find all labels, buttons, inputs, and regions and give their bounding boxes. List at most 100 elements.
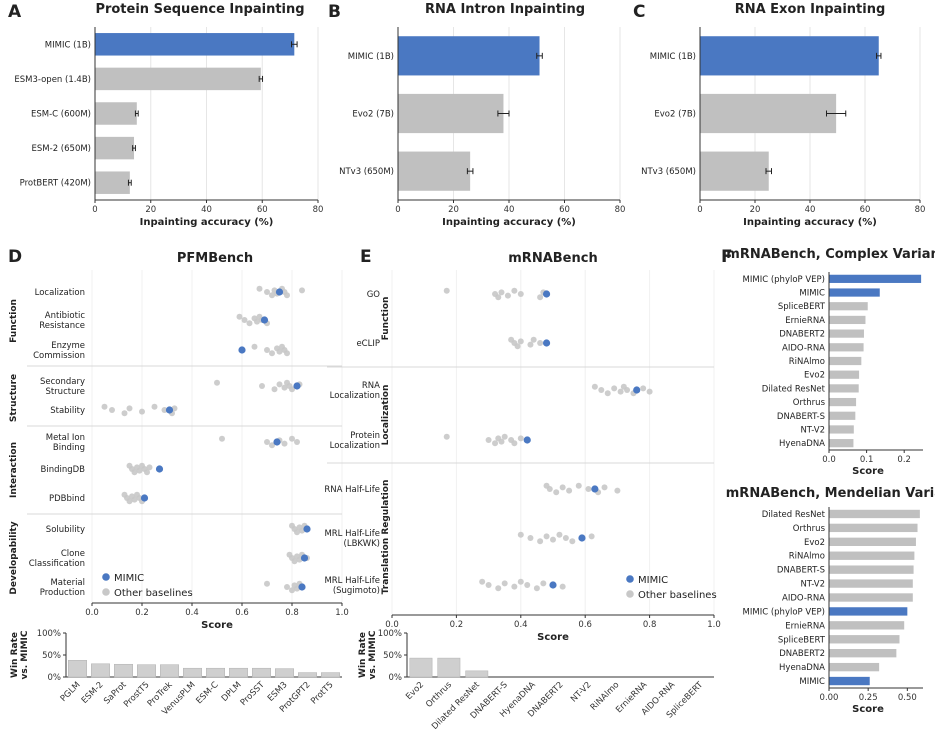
bar (95, 67, 261, 91)
x-tick-label: 0.2 (135, 608, 149, 618)
task-label: Metal Ion Binding (46, 433, 85, 453)
baseline-dot (289, 386, 295, 393)
bar (829, 329, 864, 338)
bar (829, 551, 915, 560)
category-label: AIDO-RNA (782, 343, 825, 353)
panel-title: mRNABench (508, 251, 597, 266)
group-label: Function (381, 297, 391, 341)
bar (829, 509, 920, 519)
mimic-dot (303, 525, 311, 533)
bar (829, 565, 914, 574)
category-label: Dilated ResNet (762, 510, 826, 520)
baseline-dot (443, 433, 450, 440)
x-tick-label: 0.1 (860, 455, 874, 465)
x-tick-label: 40 (805, 205, 816, 215)
category-label: Orthrus (793, 524, 826, 534)
legend-label: MIMIC (638, 575, 668, 586)
category-label: ErnieRNA (785, 621, 825, 631)
baseline-dot (131, 469, 138, 476)
x-tick-label: 0.00 (820, 693, 839, 703)
category-label: MIMIC (1B) (348, 52, 394, 62)
baseline-dot (294, 439, 300, 445)
baseline-dot (495, 294, 502, 301)
baseline-dot (219, 435, 225, 442)
x-tick-label: 20 (448, 205, 459, 215)
bar (229, 667, 248, 678)
bar (700, 36, 879, 76)
x-tick-label: 0.50 (898, 693, 917, 703)
y-tick-label: 0% (389, 673, 403, 683)
baseline-dot (591, 383, 598, 390)
x-axis-label: Score (537, 632, 569, 643)
y-tick-label: 100% (378, 629, 402, 639)
bar (398, 93, 504, 134)
category-label: MIMIC (799, 677, 825, 687)
baseline-dot (559, 583, 566, 590)
task-label: MRL Half-Life (Sugimoto) (324, 576, 380, 596)
bar (829, 397, 857, 407)
category-label: PGLM (59, 680, 83, 704)
baseline-dot (126, 498, 133, 505)
x-tick-label: 0 (395, 205, 400, 215)
bar (321, 672, 340, 678)
baseline-dot (284, 350, 290, 357)
baseline-dot (443, 287, 450, 294)
task-label: RNA Half-Life (324, 485, 380, 495)
baseline-dot (299, 287, 305, 294)
baseline-dot (289, 587, 295, 594)
baseline-dot (566, 487, 573, 494)
mimic-dot (300, 554, 309, 562)
x-axis-label: Score (201, 620, 233, 631)
mimic-dot (155, 465, 164, 473)
baseline-dot (562, 535, 569, 541)
baseline-dot (575, 482, 582, 489)
baseline-dot (537, 294, 544, 301)
baseline-dot (598, 387, 605, 393)
x-tick-label: 20 (145, 205, 156, 215)
task-label: eCLIP (356, 339, 380, 349)
bar (829, 384, 859, 393)
baseline-dot (284, 292, 290, 299)
mimic-dot (542, 290, 551, 298)
baseline-dot (527, 535, 534, 541)
panel-letter: C (633, 2, 645, 22)
baseline-dot (585, 486, 592, 492)
category-label: SpliceBERT (778, 635, 826, 645)
baseline-dot (259, 383, 265, 389)
category-label: DNABERT2 (779, 649, 825, 659)
baseline-dot (527, 341, 534, 348)
x-axis-label: Score (852, 704, 884, 715)
mimic-dot (238, 346, 246, 354)
bar (829, 343, 864, 352)
baseline-dot (530, 336, 537, 343)
legend-mimic-marker (102, 573, 110, 581)
baseline-dot (498, 438, 505, 445)
x-tick-label: 1.0 (707, 620, 721, 630)
x-tick-label: 80 (615, 205, 626, 215)
baseline-dot (501, 433, 508, 440)
panel-letter: F (721, 247, 733, 267)
category-label: NT-V2 (800, 425, 825, 435)
x-tick-label: 0.0 (85, 608, 99, 618)
baseline-dot (569, 538, 576, 545)
panel-letter: D (8, 247, 22, 267)
baseline-dot (517, 338, 524, 345)
category-label: Dilated ResNet (430, 680, 482, 729)
baseline-dot (271, 386, 278, 393)
bar (91, 663, 110, 678)
baseline-dot (517, 578, 524, 585)
panel-title: PFMBench (177, 251, 253, 266)
task-label: Secondary Structure (40, 377, 85, 397)
task-label: Protein Localization (330, 431, 380, 451)
baseline-dot (144, 469, 150, 476)
category-label: HyenaDNA (779, 663, 825, 673)
baseline-dot (511, 583, 518, 590)
x-tick-label: 60 (860, 205, 871, 215)
mimic-dot (275, 288, 284, 296)
bar (829, 607, 908, 616)
mimic-dot (542, 339, 551, 347)
y-tick-label: 50% (42, 651, 61, 661)
bar (829, 662, 880, 672)
baseline-dot (611, 385, 618, 392)
